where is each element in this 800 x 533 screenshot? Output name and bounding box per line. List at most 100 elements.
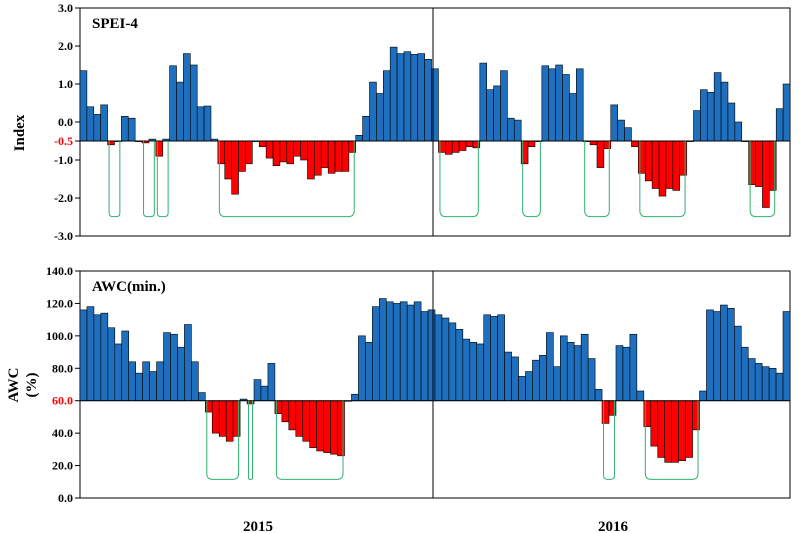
bar bbox=[441, 317, 450, 402]
bar bbox=[651, 140, 660, 189]
bar bbox=[493, 85, 501, 142]
bar bbox=[657, 400, 666, 458]
bar bbox=[86, 106, 95, 142]
y-tick-label: 140.0 bbox=[46, 264, 73, 278]
bar bbox=[610, 104, 618, 142]
bar bbox=[100, 312, 109, 402]
y-tick-label: 80.0 bbox=[52, 361, 73, 375]
bar bbox=[678, 400, 686, 461]
bar bbox=[644, 140, 653, 182]
y-tick-label: 60.0 bbox=[52, 394, 73, 408]
y-tick-label: 0.0 bbox=[58, 115, 73, 129]
y-axis-label-index: Index bbox=[12, 114, 28, 151]
bar bbox=[504, 351, 512, 402]
bar bbox=[671, 400, 679, 463]
bar bbox=[121, 116, 129, 142]
bar bbox=[225, 400, 234, 442]
bar bbox=[775, 108, 784, 142]
bar bbox=[734, 121, 743, 142]
bar bbox=[341, 140, 350, 172]
bar bbox=[320, 140, 329, 168]
bar bbox=[218, 400, 227, 437]
y-tick-label: -0.5 bbox=[54, 134, 73, 148]
bar bbox=[434, 314, 443, 402]
bar bbox=[107, 327, 116, 402]
bar bbox=[330, 400, 338, 455]
bar bbox=[448, 322, 457, 402]
bar bbox=[699, 390, 707, 402]
bar bbox=[128, 361, 136, 402]
bar bbox=[93, 314, 102, 402]
bar bbox=[417, 53, 425, 142]
bar bbox=[183, 53, 191, 142]
bar bbox=[580, 333, 589, 402]
bar bbox=[389, 46, 398, 142]
bar bbox=[700, 89, 708, 142]
drought-period-outline bbox=[603, 400, 615, 480]
drought-period-outline bbox=[639, 141, 686, 218]
bar bbox=[281, 400, 290, 423]
bar bbox=[163, 332, 171, 402]
bar bbox=[706, 92, 715, 142]
bar bbox=[532, 359, 540, 402]
bar bbox=[309, 400, 317, 449]
year-label-2016: 2016 bbox=[598, 519, 629, 533]
bar bbox=[184, 324, 192, 402]
drought-period-outline bbox=[584, 141, 610, 218]
bar bbox=[486, 89, 494, 142]
bar bbox=[553, 366, 561, 402]
bar bbox=[548, 68, 556, 142]
bar bbox=[727, 102, 736, 142]
bar bbox=[500, 70, 508, 142]
bar bbox=[307, 140, 315, 180]
bar bbox=[372, 306, 380, 402]
bar bbox=[615, 345, 624, 402]
bar bbox=[594, 389, 603, 402]
bar bbox=[300, 140, 308, 161]
drought-period-outline bbox=[218, 141, 355, 218]
y-tick-label: 3.0 bbox=[58, 1, 73, 15]
bar bbox=[497, 314, 505, 402]
bar bbox=[589, 140, 598, 146]
bar bbox=[253, 379, 262, 402]
bar bbox=[775, 372, 784, 402]
bar bbox=[518, 376, 526, 402]
drought-period-outline bbox=[143, 141, 155, 218]
bar bbox=[420, 311, 429, 402]
drought-period-outline bbox=[156, 141, 169, 218]
bar bbox=[513, 119, 522, 142]
bar bbox=[396, 53, 405, 142]
drought-period-outline bbox=[275, 400, 344, 480]
bar bbox=[636, 390, 645, 402]
y-tick-label: 1.0 bbox=[58, 77, 73, 91]
bar bbox=[170, 333, 178, 402]
bar bbox=[622, 346, 631, 402]
bar bbox=[403, 51, 412, 142]
drought-period-outline bbox=[108, 141, 121, 218]
bar bbox=[93, 114, 101, 142]
bar bbox=[369, 81, 377, 142]
y-axis-label-awc: AWC bbox=[6, 367, 22, 402]
y-tick-label: -3.0 bbox=[54, 229, 73, 243]
bar bbox=[385, 301, 394, 402]
bar bbox=[617, 119, 625, 142]
bar bbox=[376, 93, 384, 142]
bar bbox=[258, 140, 267, 147]
bar bbox=[327, 140, 336, 174]
bar bbox=[469, 342, 478, 402]
bar bbox=[203, 105, 212, 142]
bar bbox=[740, 346, 749, 402]
bar bbox=[720, 304, 728, 402]
bar bbox=[293, 140, 301, 157]
spei-panel: 3.0 2.0 1.0 0.0 -0.5 -1.0 -2.0 -3.0 SPEI-4 bbox=[54, 1, 791, 243]
bar bbox=[358, 335, 366, 402]
bar bbox=[782, 311, 791, 402]
bar bbox=[555, 64, 563, 142]
bar bbox=[121, 330, 130, 402]
bar bbox=[507, 117, 515, 142]
drought-period-outline bbox=[439, 141, 479, 218]
bar bbox=[410, 54, 419, 142]
bar bbox=[238, 140, 246, 172]
drought-period-outline bbox=[749, 141, 776, 218]
bar bbox=[665, 140, 674, 189]
